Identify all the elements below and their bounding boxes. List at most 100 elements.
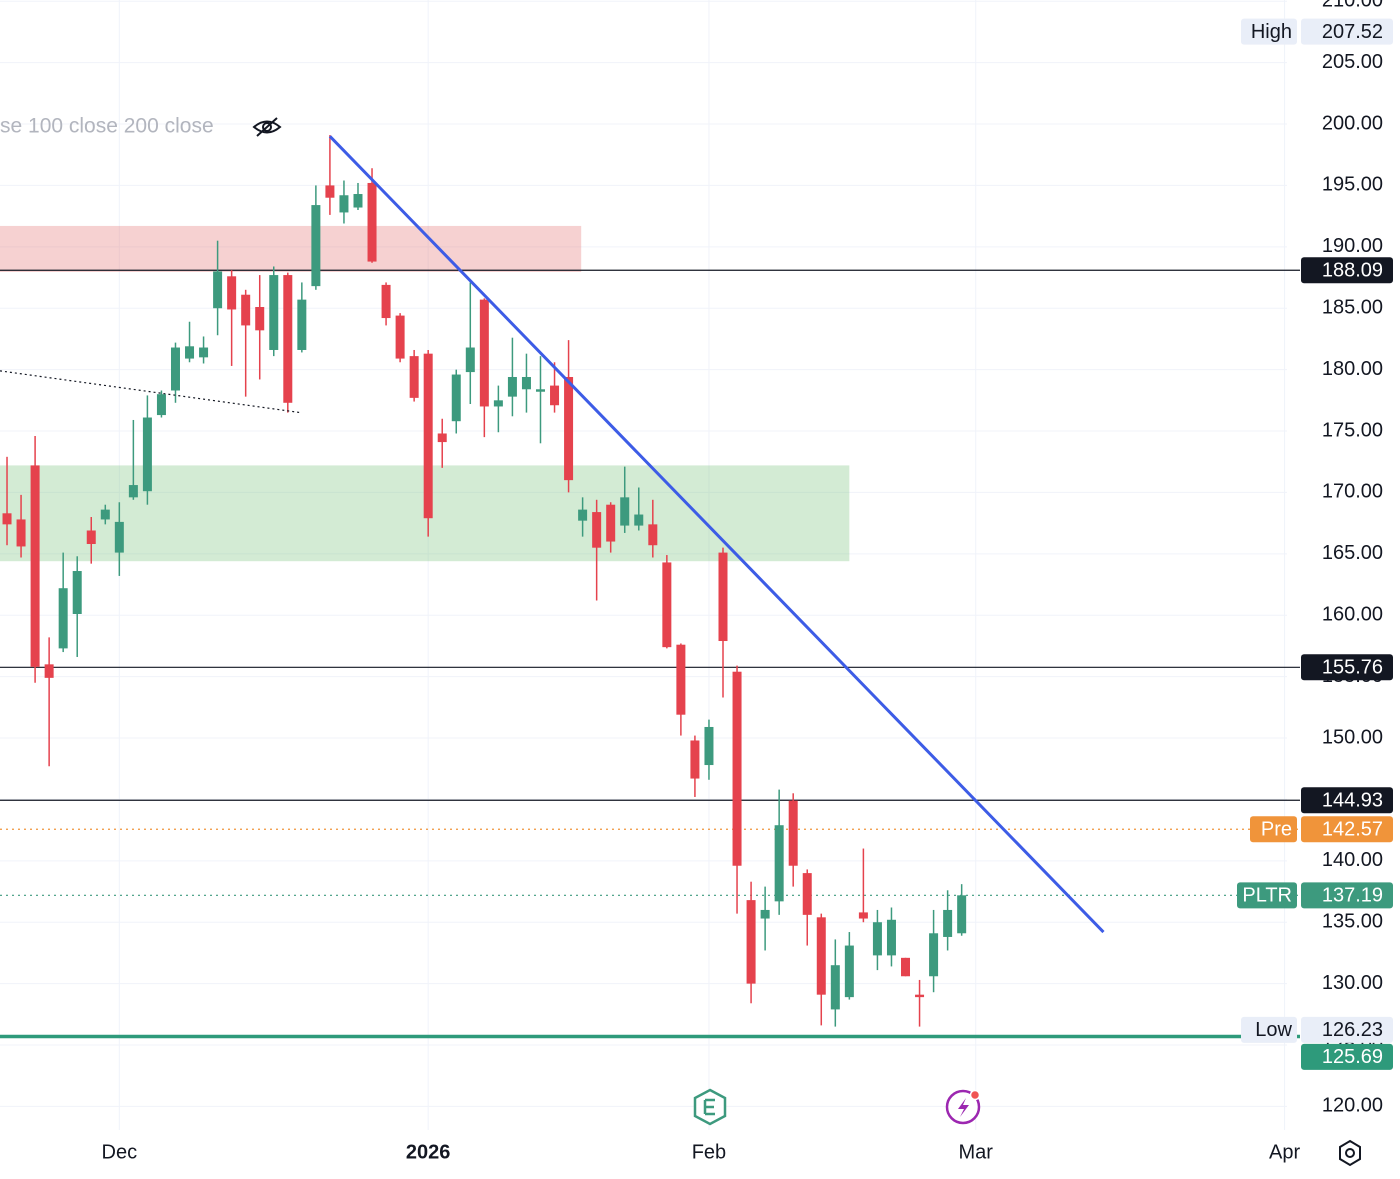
candle-body bbox=[409, 356, 419, 398]
candle-body bbox=[367, 182, 377, 262]
candle-body bbox=[86, 530, 96, 545]
x-axis: Dec 2026 Feb Mar Apr bbox=[102, 1141, 1301, 1163]
zone bbox=[0, 225, 582, 273]
price-badge-value: 137.19 bbox=[1322, 885, 1383, 907]
earnings-icon[interactable] bbox=[693, 1088, 727, 1126]
candle-body bbox=[493, 400, 503, 407]
candle-body bbox=[957, 895, 967, 934]
y-tick-label: 185.00 bbox=[1322, 297, 1383, 319]
grid bbox=[0, 0, 1287, 1130]
candle-body bbox=[185, 346, 195, 359]
candle-body bbox=[690, 740, 700, 779]
candle-body bbox=[269, 275, 279, 350]
price-badge bbox=[1301, 816, 1393, 843]
y-tick-label: 135.00 bbox=[1322, 911, 1383, 933]
price-badge-name-box bbox=[1237, 882, 1297, 909]
candle-body bbox=[255, 306, 265, 331]
y-tick-label: 130.00 bbox=[1322, 972, 1383, 994]
eye-slash bbox=[256, 117, 278, 137]
candle-body bbox=[592, 512, 602, 548]
price-badge-value: 207.52 bbox=[1322, 21, 1383, 43]
y-tick-label: 210.00 bbox=[1322, 0, 1383, 12]
candle-body bbox=[100, 509, 110, 520]
price-badge bbox=[1301, 654, 1393, 681]
event-bolt bbox=[958, 1098, 969, 1117]
price-badge-name-box bbox=[1250, 816, 1297, 843]
candle-body bbox=[676, 644, 686, 715]
candle-body bbox=[479, 299, 489, 407]
candle-body bbox=[465, 347, 475, 373]
candle-body bbox=[170, 347, 180, 391]
candle-body bbox=[760, 909, 770, 919]
price-badge-name-box bbox=[1241, 1016, 1297, 1043]
trend-line bbox=[328, 135, 1105, 934]
candle-body bbox=[241, 294, 251, 326]
candle-body bbox=[451, 374, 461, 422]
candle-body bbox=[30, 465, 40, 667]
candle-body bbox=[142, 417, 152, 492]
candle-body bbox=[564, 376, 574, 481]
candle-body bbox=[662, 562, 672, 648]
candle-body bbox=[72, 571, 82, 614]
price-badge-value: 126.23 bbox=[1322, 1019, 1383, 1041]
price-badge bbox=[1301, 787, 1393, 814]
candle-body bbox=[2, 513, 12, 525]
price-badge-value: 125.69 bbox=[1322, 1046, 1383, 1068]
candle-body bbox=[620, 497, 630, 526]
candle-body bbox=[395, 315, 405, 359]
y-tick-label: 195.00 bbox=[1322, 174, 1383, 196]
candle-body bbox=[774, 825, 784, 902]
candle-body bbox=[297, 299, 307, 350]
candle-body bbox=[830, 965, 840, 1010]
y-tick-label: 200.00 bbox=[1322, 112, 1383, 134]
candle-body bbox=[58, 588, 68, 649]
price-badge-value: 188.09 bbox=[1322, 260, 1383, 282]
trend-line bbox=[0, 370, 301, 414]
price-badge-value: 155.76 bbox=[1322, 657, 1383, 679]
eye-off-icon[interactable] bbox=[252, 117, 282, 137]
candle-body bbox=[507, 376, 517, 397]
trendlines bbox=[0, 135, 1105, 934]
x-tick-label: Feb bbox=[692, 1141, 726, 1163]
candle-body bbox=[437, 433, 447, 443]
candle-body bbox=[213, 271, 223, 309]
settings-hex bbox=[1339, 1139, 1361, 1167]
candle-body bbox=[339, 195, 349, 213]
candle-body bbox=[634, 514, 644, 526]
candle-body bbox=[550, 385, 560, 406]
y-tick-label: 170.00 bbox=[1322, 481, 1383, 503]
candle-body bbox=[114, 521, 124, 553]
candle-body bbox=[901, 957, 911, 977]
candle-body bbox=[915, 994, 925, 998]
eye-pupil bbox=[262, 122, 272, 132]
candle-body bbox=[648, 524, 658, 546]
candle-body bbox=[311, 205, 321, 287]
earnings-e bbox=[703, 1098, 715, 1116]
y-axis: 120.00125.00130.00135.00140.00145.00150.… bbox=[1322, 0, 1383, 1117]
candle-body bbox=[325, 185, 335, 198]
price-badge-name-box bbox=[1241, 18, 1297, 45]
price-badge-value: 144.93 bbox=[1322, 790, 1383, 812]
candle-body bbox=[16, 519, 26, 547]
candle-body bbox=[816, 917, 826, 995]
candle-body bbox=[858, 912, 868, 919]
event-icon[interactable] bbox=[945, 1089, 981, 1125]
candle-body bbox=[227, 276, 237, 310]
legend-text: se 100 close 200 close bbox=[0, 115, 214, 138]
candle-body bbox=[606, 504, 616, 542]
x-tick-label: Dec bbox=[102, 1141, 138, 1163]
candle-body bbox=[423, 353, 433, 519]
candle-body bbox=[872, 922, 882, 956]
price-badge-name: High bbox=[1251, 21, 1292, 43]
price-badge bbox=[1301, 1016, 1393, 1043]
x-tick-label: 2026 bbox=[406, 1141, 451, 1163]
candle-body bbox=[746, 900, 756, 984]
y-tick-label: 150.00 bbox=[1322, 726, 1383, 748]
price-badge bbox=[1301, 18, 1393, 45]
settings-icon[interactable] bbox=[1339, 1139, 1361, 1167]
y-tick-label: 160.00 bbox=[1322, 604, 1383, 626]
price-badge-name: Pre bbox=[1261, 819, 1292, 841]
candle-body bbox=[929, 933, 939, 977]
